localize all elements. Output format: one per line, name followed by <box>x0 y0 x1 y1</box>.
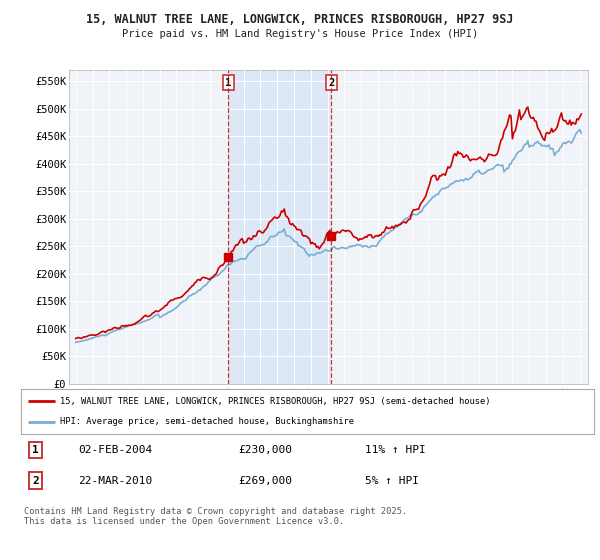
Text: 15, WALNUT TREE LANE, LONGWICK, PRINCES RISBOROUGH, HP27 9SJ (semi-detached hous: 15, WALNUT TREE LANE, LONGWICK, PRINCES … <box>60 397 490 406</box>
Text: 5% ↑ HPI: 5% ↑ HPI <box>365 475 419 486</box>
Text: 1: 1 <box>32 445 39 455</box>
Text: 22-MAR-2010: 22-MAR-2010 <box>79 475 152 486</box>
Text: 11% ↑ HPI: 11% ↑ HPI <box>365 445 425 455</box>
Text: £269,000: £269,000 <box>239 475 293 486</box>
Text: 1: 1 <box>225 78 232 88</box>
Text: 2: 2 <box>32 475 39 486</box>
Text: Contains HM Land Registry data © Crown copyright and database right 2025.
This d: Contains HM Land Registry data © Crown c… <box>24 507 407 526</box>
Text: 15, WALNUT TREE LANE, LONGWICK, PRINCES RISBOROUGH, HP27 9SJ: 15, WALNUT TREE LANE, LONGWICK, PRINCES … <box>86 13 514 26</box>
Text: 2: 2 <box>328 78 334 88</box>
Text: £230,000: £230,000 <box>239 445 293 455</box>
Text: Price paid vs. HM Land Registry's House Price Index (HPI): Price paid vs. HM Land Registry's House … <box>122 29 478 39</box>
Bar <box>229 70 331 384</box>
Text: 02-FEB-2004: 02-FEB-2004 <box>79 445 152 455</box>
Text: HPI: Average price, semi-detached house, Buckinghamshire: HPI: Average price, semi-detached house,… <box>60 417 354 426</box>
